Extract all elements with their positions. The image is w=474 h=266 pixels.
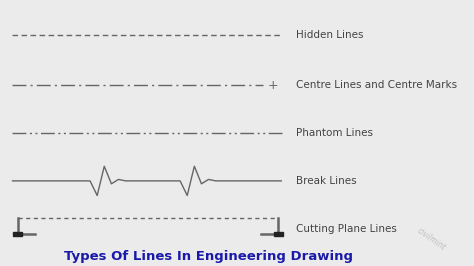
- Text: +: +: [267, 79, 278, 92]
- Text: Types Of Lines In Engineering Drawing: Types Of Lines In Engineering Drawing: [64, 250, 353, 263]
- Text: Phantom Lines: Phantom Lines: [296, 128, 373, 138]
- Text: Hidden Lines: Hidden Lines: [296, 30, 364, 40]
- Text: Centre Lines and Centre Marks: Centre Lines and Centre Marks: [296, 80, 457, 90]
- Text: civilmint: civilmint: [415, 226, 447, 252]
- Text: Cutting Plane Lines: Cutting Plane Lines: [296, 224, 397, 234]
- Text: Break Lines: Break Lines: [296, 176, 357, 186]
- Bar: [274, 232, 283, 236]
- Bar: [13, 232, 22, 236]
